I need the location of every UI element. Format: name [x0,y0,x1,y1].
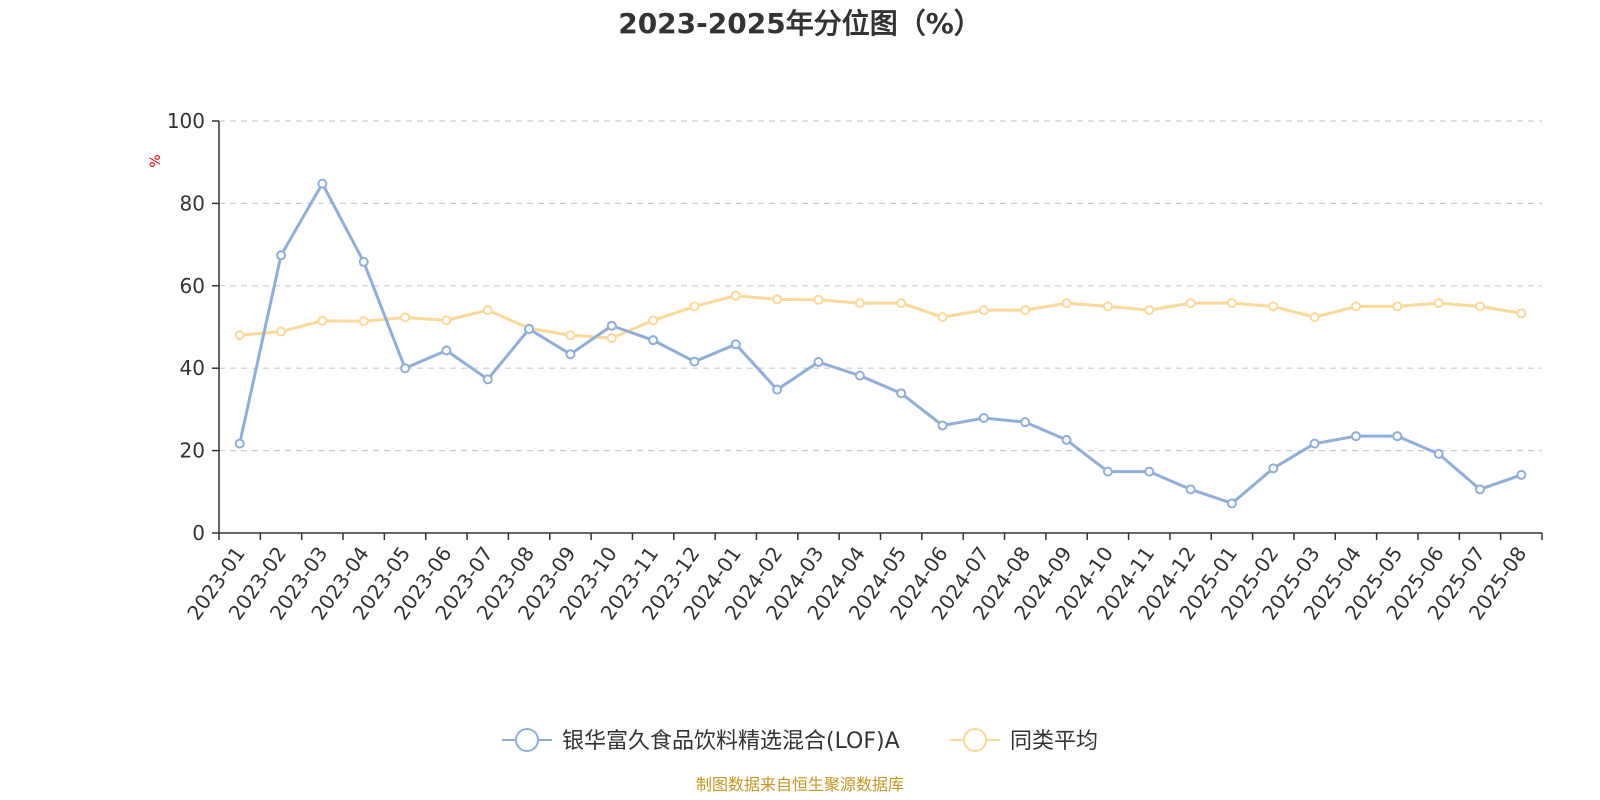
data-point[interactable] [606,320,617,331]
y-tick-label: 20 [180,439,205,463]
data-point[interactable] [896,298,907,309]
data-point[interactable] [276,250,287,261]
data-point[interactable] [565,349,576,360]
data-point[interactable] [730,290,741,301]
data-point[interactable] [1061,434,1072,445]
data-point[interactable] [317,178,328,189]
data-point[interactable] [1185,484,1196,495]
data-point[interactable] [937,312,948,323]
y-tick-label: 60 [180,274,205,298]
data-point[interactable] [358,316,369,327]
y-tick-label: 100 [167,109,205,133]
data-point[interactable] [1433,448,1444,459]
y-tick-label: 40 [180,356,205,380]
data-point[interactable] [772,294,783,305]
data-point[interactable] [1309,438,1320,449]
legend-label: 同类平均 [1010,729,1098,754]
legend[interactable]: 银华富久食品饮料精选混合(LOF)A 同类平均 [502,728,1098,754]
legend-marker-icon [963,728,987,752]
data-point[interactable] [1516,469,1527,480]
legend-marker-icon [515,728,539,752]
data-point[interactable] [565,330,576,341]
data-point[interactable] [854,298,865,309]
series-line [238,294,1523,340]
data-point[interactable] [813,357,824,368]
data-point[interactable] [854,370,865,381]
data-point[interactable] [1102,466,1113,477]
data-point[interactable] [482,305,493,316]
data-point[interactable] [441,315,452,326]
data-point[interactable] [276,326,287,337]
y-tick-label: 0 [192,521,205,545]
data-point[interactable] [896,388,907,399]
data-point[interactable] [234,438,245,449]
data-point[interactable] [1144,305,1155,316]
data-point[interactable] [1392,431,1403,442]
data-point[interactable] [648,335,659,346]
series-2 [234,290,1527,344]
series-layer [234,178,1527,509]
legend-item-1[interactable]: 银华富久食品饮料精选混合(LOF)A [502,728,900,754]
data-point[interactable] [400,312,411,323]
data-point[interactable] [524,324,535,335]
data-point[interactable] [1020,417,1031,428]
data-point[interactable] [1020,305,1031,316]
data-point[interactable] [441,345,452,356]
data-source-note: 制图数据来自恒生聚源数据库 [696,775,904,794]
data-point[interactable] [689,356,700,367]
data-point[interactable] [937,420,948,431]
data-point[interactable] [606,333,617,344]
data-point[interactable] [1516,308,1527,319]
data-point[interactable] [978,413,989,424]
data-point[interactable] [772,384,783,395]
data-point[interactable] [317,315,328,326]
legend-label: 银华富久食品饮料精选混合(LOF)A [562,729,900,754]
data-point[interactable] [1350,301,1361,312]
data-point[interactable] [1144,466,1155,477]
data-point[interactable] [1392,301,1403,312]
series-1 [234,178,1527,509]
data-point[interactable] [358,256,369,267]
data-point[interactable] [1226,298,1237,309]
data-point[interactable] [1185,298,1196,309]
data-point[interactable] [730,339,741,350]
data-point[interactable] [1268,463,1279,474]
legend-item-2[interactable]: 同类平均 [950,728,1098,754]
grid-lines [219,120,1542,452]
y-tick-label: 80 [180,191,205,215]
data-point[interactable] [1474,484,1485,495]
data-point[interactable] [813,294,824,305]
data-point[interactable] [1061,298,1072,309]
data-point[interactable] [648,315,659,326]
series-line [238,182,1523,505]
data-point[interactable] [1474,301,1485,312]
data-point[interactable] [1102,301,1113,312]
data-point[interactable] [1226,498,1237,509]
axes: 0204060801002023-012023-022023-032023-04… [167,109,1543,624]
data-point[interactable] [234,330,245,341]
data-point[interactable] [1268,301,1279,312]
data-point[interactable] [400,363,411,374]
data-point[interactable] [1350,431,1361,442]
data-point[interactable] [482,374,493,385]
data-point[interactable] [1433,298,1444,309]
chart-title: 2023-2025年分位图（%） [618,7,982,40]
data-point[interactable] [978,305,989,316]
data-point[interactable] [1309,312,1320,323]
y-axis-unit-label: % [148,154,164,167]
data-point[interactable] [689,301,700,312]
